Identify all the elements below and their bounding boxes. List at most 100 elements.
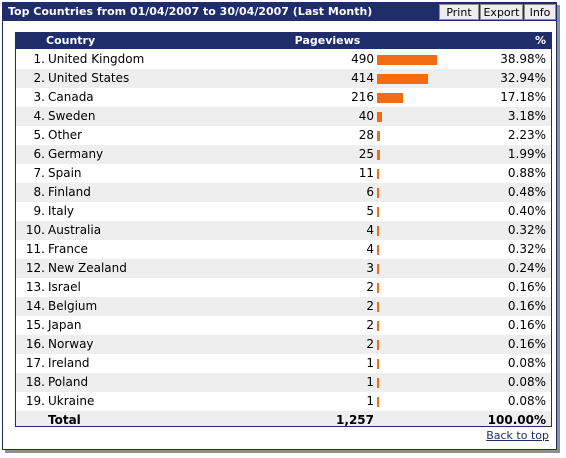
row-country: Canada — [48, 90, 94, 104]
row-rank: 4. — [33, 109, 45, 123]
row-rank: 16. — [25, 337, 45, 351]
row-percent: 1.99% — [507, 147, 546, 161]
row-pageviews-bar — [377, 378, 379, 388]
column-header-percent[interactable]: % — [534, 34, 546, 47]
row-pageviews: 1 — [366, 394, 374, 408]
row-percent: 38.98% — [500, 52, 546, 66]
info-button[interactable]: Info — [524, 4, 556, 20]
total-label: Total — [48, 413, 81, 427]
row-country: Ireland — [48, 356, 90, 370]
row-country: Finland — [48, 185, 91, 199]
row-pageviews: 40 — [358, 109, 374, 123]
row-percent: 17.18% — [500, 90, 546, 104]
table-row: 13. Israel 2 0.16% — [16, 278, 551, 297]
row-rank: 19. — [25, 394, 45, 408]
row-country: New Zealand — [48, 261, 127, 275]
row-rank: 17. — [25, 356, 45, 370]
table-row: 4. Sweden 40 3.18% — [16, 107, 551, 126]
row-pageviews-bar — [377, 397, 379, 407]
row-country: Spain — [48, 166, 82, 180]
table-row: 19. Ukraine 1 0.08% — [16, 392, 551, 411]
row-percent: 3.18% — [507, 109, 546, 123]
total-pageviews: 1,257 — [336, 413, 374, 427]
row-percent: 0.48% — [507, 185, 546, 199]
row-pageviews: 216 — [351, 90, 374, 104]
row-country: Australia — [48, 223, 102, 237]
top-countries-panel: Top Countries from 01/04/2007 to 30/04/2… — [2, 2, 557, 450]
row-rank: 18. — [25, 375, 45, 389]
row-percent: 0.32% — [507, 223, 546, 237]
row-pageviews-bar — [377, 283, 379, 293]
row-percent: 2.23% — [507, 128, 546, 142]
row-country: Ukraine — [48, 394, 95, 408]
row-pageviews: 25 — [358, 147, 374, 161]
table-row: 17. Ireland 1 0.08% — [16, 354, 551, 373]
row-rank: 5. — [33, 128, 45, 142]
row-pageviews-bar — [377, 245, 379, 255]
row-country: Poland — [48, 375, 89, 389]
row-rank: 6. — [33, 147, 45, 161]
row-rank: 8. — [33, 185, 45, 199]
row-percent: 0.08% — [507, 375, 546, 389]
row-percent: 32.94% — [500, 71, 546, 85]
row-percent: 0.16% — [507, 280, 546, 294]
row-percent: 0.24% — [507, 261, 546, 275]
row-country: Israel — [48, 280, 81, 294]
table-row: 9. Italy 5 0.40% — [16, 202, 551, 221]
column-header-pageviews[interactable]: Pageviews — [294, 34, 361, 47]
countries-table: Country Pageviews % 1. United Kingdom 490 3… — [15, 32, 552, 427]
row-pageviews-bar — [377, 55, 437, 65]
row-country: Germany — [48, 147, 104, 161]
row-pageviews-bar — [377, 321, 379, 331]
row-pageviews-bar — [377, 93, 403, 103]
row-pageviews: 6 — [366, 185, 374, 199]
table-row: 10. Australia 4 0.32% — [16, 221, 551, 240]
row-rank: 13. — [25, 280, 45, 294]
row-country: Norway — [48, 337, 94, 351]
row-pageviews-bar — [377, 188, 379, 198]
table-row: 3. Canada 216 17.18% — [16, 88, 551, 107]
table-total-row: Total 1,257 100.00% — [16, 411, 551, 427]
back-to-top-link[interactable]: Back to top — [486, 429, 549, 442]
row-rank: 9. — [33, 204, 45, 218]
row-pageviews-bar — [377, 264, 379, 274]
panel-titlebar: Top Countries from 01/04/2007 to 30/04/2… — [3, 3, 556, 21]
row-pageviews: 5 — [366, 204, 374, 218]
row-pageviews: 1 — [366, 375, 374, 389]
row-percent: 0.88% — [507, 166, 546, 180]
row-country: United Kingdom — [48, 52, 145, 66]
row-percent: 0.40% — [507, 204, 546, 218]
row-pageviews: 2 — [366, 318, 374, 332]
row-percent: 0.16% — [507, 337, 546, 351]
row-country: Belgium — [48, 299, 98, 313]
export-button[interactable]: Export — [480, 4, 523, 20]
row-pageviews: 490 — [351, 52, 374, 66]
row-pageviews-bar — [377, 359, 379, 369]
row-pageviews: 1 — [366, 356, 374, 370]
table-row: 2. United States 414 32.94% — [16, 69, 551, 88]
row-pageviews: 2 — [366, 299, 374, 313]
row-pageviews-bar — [377, 150, 380, 160]
row-country: France — [48, 242, 88, 256]
row-percent: 0.08% — [507, 394, 546, 408]
row-pageviews: 4 — [366, 223, 374, 237]
row-pageviews: 4 — [366, 242, 374, 256]
row-pageviews: 2 — [366, 280, 374, 294]
print-button[interactable]: Print — [439, 4, 479, 20]
row-pageviews-bar — [377, 226, 379, 236]
table-row: 11. France 4 0.32% — [16, 240, 551, 259]
row-percent: 0.16% — [507, 299, 546, 313]
row-pageviews-bar — [377, 112, 382, 122]
row-rank: 12. — [25, 261, 45, 275]
table-row: 16. Norway 2 0.16% — [16, 335, 551, 354]
row-rank: 2. — [33, 71, 45, 85]
column-header-country[interactable]: Country — [46, 34, 96, 47]
row-country: United States — [48, 71, 130, 85]
row-rank: 14. — [25, 299, 45, 313]
row-pageviews-bar — [377, 74, 428, 84]
total-percent: 100.00% — [487, 413, 546, 427]
row-country: Japan — [48, 318, 82, 332]
row-pageviews: 3 — [366, 261, 374, 275]
row-pageviews-bar — [377, 340, 379, 350]
table-row: 15. Japan 2 0.16% — [16, 316, 551, 335]
